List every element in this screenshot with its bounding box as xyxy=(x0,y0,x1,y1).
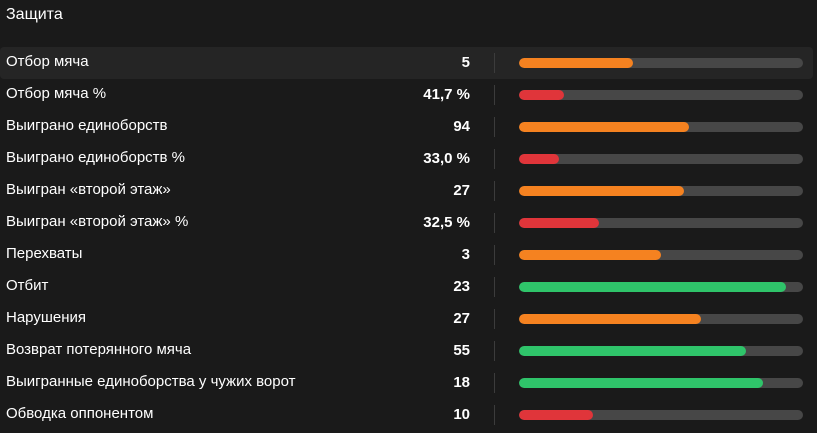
stat-label: Выиграно единоборств xyxy=(6,117,168,134)
divider xyxy=(494,85,495,105)
stat-value: 23 xyxy=(453,278,470,295)
divider xyxy=(494,341,495,361)
stat-row-recoveries[interactable]: Возврат потерянного мяча 55 xyxy=(0,335,813,367)
stat-bar-fill xyxy=(519,154,559,164)
stat-label: Выигранные единоборства у чужих ворот xyxy=(6,373,296,390)
stat-bar-fill xyxy=(519,378,764,388)
stat-row-duels-won[interactable]: Выиграно единоборств 94 xyxy=(0,111,813,143)
divider xyxy=(494,373,495,393)
stat-row-tackles-percent[interactable]: Отбор мяча % 41,7 % xyxy=(0,79,813,111)
stat-row-duels-won-final-third[interactable]: Выигранные единоборства у чужих ворот 18 xyxy=(0,367,813,399)
stat-value: 32,5 % xyxy=(423,214,470,231)
stat-value: 55 xyxy=(453,342,470,359)
stat-bar-track xyxy=(519,122,803,132)
divider xyxy=(494,53,495,73)
stat-row-interceptions[interactable]: Перехваты 3 xyxy=(0,239,813,271)
stat-row-dribbled-past[interactable]: Обводка оппонентом 10 xyxy=(0,399,813,431)
stat-value: 27 xyxy=(453,310,470,327)
stat-bar-track xyxy=(519,346,803,356)
stat-value: 94 xyxy=(453,118,470,135)
stat-value: 27 xyxy=(453,182,470,199)
stat-bar-track xyxy=(519,378,803,388)
stat-row-clearances[interactable]: Отбит 23 xyxy=(0,271,813,303)
stat-row-fouls[interactable]: Нарушения 27 xyxy=(0,303,813,335)
stat-bar-track xyxy=(519,314,803,324)
stat-label: Обводка оппонентом xyxy=(6,405,154,422)
stat-value: 33,0 % xyxy=(423,150,470,167)
stat-row-aerials-won[interactable]: Выигран «второй этаж» 27 xyxy=(0,175,813,207)
stat-value: 5 xyxy=(461,54,470,71)
stat-bar-fill xyxy=(519,282,786,292)
stat-label: Отбит xyxy=(6,277,49,294)
stat-row-duels-won-percent[interactable]: Выиграно единоборств % 33,0 % xyxy=(0,143,813,175)
stat-label: Отбор мяча xyxy=(6,53,89,70)
stat-bar-track xyxy=(519,410,803,420)
stat-bar-fill xyxy=(519,58,633,68)
stat-label: Нарушения xyxy=(6,309,87,326)
stat-bar-track xyxy=(519,90,803,100)
section-title: Защита xyxy=(6,6,63,23)
divider xyxy=(494,117,495,137)
stat-bar-track xyxy=(519,58,803,68)
stat-bar-fill xyxy=(519,90,565,100)
stat-label: Отбор мяча % xyxy=(6,85,107,102)
divider xyxy=(494,181,495,201)
stat-row-tackles[interactable]: Отбор мяча 5 xyxy=(0,47,813,79)
stat-bar-fill xyxy=(519,410,593,420)
stat-bar-fill xyxy=(519,346,747,356)
divider xyxy=(494,277,495,297)
stat-label: Выигран «второй этаж» xyxy=(6,181,171,198)
stat-value: 41,7 % xyxy=(423,86,470,103)
divider xyxy=(494,149,495,169)
stat-value: 10 xyxy=(453,406,470,423)
divider xyxy=(494,405,495,425)
stat-bar-fill xyxy=(519,250,661,260)
stat-bar-track xyxy=(519,282,803,292)
stat-label: Выиграно единоборств % xyxy=(6,149,186,166)
stat-bar-track xyxy=(519,154,803,164)
stat-value: 3 xyxy=(461,246,470,263)
stat-bar-track xyxy=(519,218,803,228)
stat-bar-fill xyxy=(519,186,684,196)
stats-list: Отбор мяча 5 Отбор мяча % 41,7 % Выигран… xyxy=(0,47,817,431)
stat-label: Возврат потерянного мяча xyxy=(6,341,192,358)
stat-bar-fill xyxy=(519,122,690,132)
stat-bar-track xyxy=(519,186,803,196)
stat-row-aerials-won-percent[interactable]: Выигран «второй этаж» % 32,5 % xyxy=(0,207,813,239)
stat-value: 18 xyxy=(453,374,470,391)
stat-bar-fill xyxy=(519,218,599,228)
stat-bar-fill xyxy=(519,314,701,324)
divider xyxy=(494,309,495,329)
stat-bar-track xyxy=(519,250,803,260)
divider xyxy=(494,245,495,265)
stat-label: Выигран «второй этаж» % xyxy=(6,213,189,230)
divider xyxy=(494,213,495,233)
stat-label: Перехваты xyxy=(6,245,83,262)
